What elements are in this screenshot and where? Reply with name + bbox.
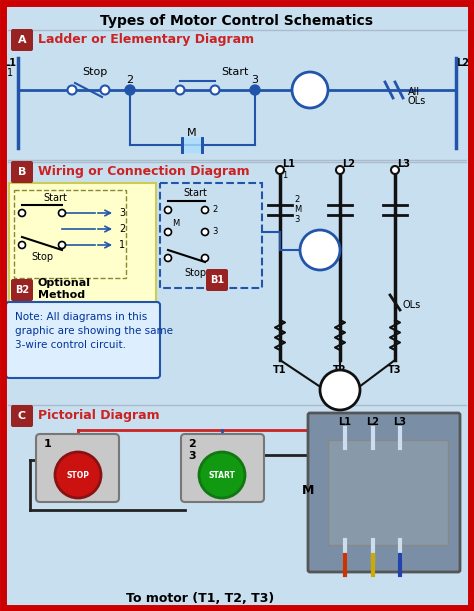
Text: 3: 3 bbox=[294, 216, 300, 224]
FancyBboxPatch shape bbox=[11, 405, 33, 427]
Circle shape bbox=[391, 166, 399, 174]
Circle shape bbox=[292, 72, 328, 108]
Text: START: START bbox=[209, 470, 236, 480]
Text: OLs: OLs bbox=[408, 96, 426, 106]
Text: Optional: Optional bbox=[38, 278, 91, 288]
Text: Start: Start bbox=[43, 193, 67, 203]
Circle shape bbox=[125, 85, 135, 95]
Circle shape bbox=[276, 166, 284, 174]
Text: 1: 1 bbox=[44, 439, 52, 449]
Text: MTR: MTR bbox=[327, 385, 354, 395]
Text: M: M bbox=[172, 219, 179, 229]
Text: L3: L3 bbox=[393, 417, 407, 427]
Text: To motor (T1, T2, T3): To motor (T1, T2, T3) bbox=[126, 591, 274, 604]
Text: M: M bbox=[294, 205, 301, 214]
Text: L2: L2 bbox=[342, 159, 355, 169]
Text: Wiring or Connection Diagram: Wiring or Connection Diagram bbox=[38, 166, 250, 178]
Text: All: All bbox=[408, 87, 420, 97]
Circle shape bbox=[300, 230, 340, 270]
Text: M: M bbox=[187, 128, 197, 138]
Text: 3: 3 bbox=[212, 227, 218, 236]
Circle shape bbox=[175, 86, 184, 95]
Circle shape bbox=[18, 241, 26, 249]
Text: 1: 1 bbox=[119, 240, 125, 250]
Text: 3: 3 bbox=[119, 208, 125, 218]
FancyBboxPatch shape bbox=[6, 302, 160, 378]
Text: M: M bbox=[303, 83, 317, 97]
Text: L3: L3 bbox=[397, 159, 410, 169]
Text: Stop: Stop bbox=[31, 252, 53, 262]
Text: L1: L1 bbox=[3, 58, 17, 68]
Circle shape bbox=[336, 166, 344, 174]
Text: L1: L1 bbox=[338, 417, 352, 427]
Circle shape bbox=[18, 210, 26, 216]
Circle shape bbox=[164, 207, 172, 213]
Text: Ladder or Elementary Diagram: Ladder or Elementary Diagram bbox=[38, 34, 254, 46]
Text: L2: L2 bbox=[456, 58, 470, 68]
Circle shape bbox=[67, 86, 76, 95]
Circle shape bbox=[164, 229, 172, 235]
Circle shape bbox=[250, 85, 260, 95]
Text: 2: 2 bbox=[212, 205, 217, 214]
Circle shape bbox=[201, 207, 209, 213]
FancyBboxPatch shape bbox=[11, 279, 33, 301]
Text: L1: L1 bbox=[282, 159, 295, 169]
Circle shape bbox=[210, 86, 219, 95]
Text: T3: T3 bbox=[388, 365, 402, 375]
Text: 1: 1 bbox=[282, 170, 287, 180]
FancyBboxPatch shape bbox=[328, 440, 448, 545]
Text: Note: All diagrams in this
graphic are showing the same
3-wire control circuit.: Note: All diagrams in this graphic are s… bbox=[15, 312, 173, 350]
Text: T1: T1 bbox=[273, 365, 287, 375]
Circle shape bbox=[58, 210, 65, 216]
FancyBboxPatch shape bbox=[181, 434, 264, 502]
FancyBboxPatch shape bbox=[11, 29, 33, 51]
FancyBboxPatch shape bbox=[206, 269, 228, 291]
Circle shape bbox=[201, 229, 209, 235]
Text: 2: 2 bbox=[119, 224, 125, 234]
Circle shape bbox=[320, 370, 360, 410]
Circle shape bbox=[164, 255, 172, 262]
Circle shape bbox=[58, 241, 65, 249]
Text: T2: T2 bbox=[333, 365, 347, 375]
Text: Types of Motor Control Schematics: Types of Motor Control Schematics bbox=[100, 14, 374, 28]
FancyBboxPatch shape bbox=[36, 434, 119, 502]
Text: OLs: OLs bbox=[403, 300, 421, 310]
Text: L2: L2 bbox=[366, 417, 380, 427]
FancyBboxPatch shape bbox=[308, 413, 460, 572]
Circle shape bbox=[199, 452, 245, 498]
Text: 2: 2 bbox=[127, 75, 134, 85]
Text: B2: B2 bbox=[15, 285, 29, 295]
Text: STOP: STOP bbox=[66, 470, 90, 480]
FancyBboxPatch shape bbox=[9, 183, 156, 303]
Text: 3: 3 bbox=[188, 451, 196, 461]
Text: 2: 2 bbox=[294, 196, 299, 205]
Circle shape bbox=[55, 452, 101, 498]
Text: B: B bbox=[18, 167, 26, 177]
Text: Start: Start bbox=[221, 67, 249, 77]
Text: Pictorial Diagram: Pictorial Diagram bbox=[38, 409, 160, 422]
Text: Stop: Stop bbox=[82, 67, 108, 77]
Text: M: M bbox=[302, 483, 314, 497]
Text: C: C bbox=[18, 411, 26, 421]
Text: 1: 1 bbox=[7, 68, 13, 78]
Circle shape bbox=[201, 255, 209, 262]
Text: 2: 2 bbox=[188, 439, 196, 449]
Text: Stop: Stop bbox=[184, 268, 206, 278]
Text: B1: B1 bbox=[210, 275, 224, 285]
Text: A: A bbox=[18, 35, 27, 45]
Text: 3: 3 bbox=[252, 75, 258, 85]
FancyBboxPatch shape bbox=[11, 161, 33, 183]
Text: Method: Method bbox=[38, 290, 85, 300]
Text: M: M bbox=[312, 243, 328, 257]
Text: Start: Start bbox=[183, 188, 207, 198]
Circle shape bbox=[100, 86, 109, 95]
